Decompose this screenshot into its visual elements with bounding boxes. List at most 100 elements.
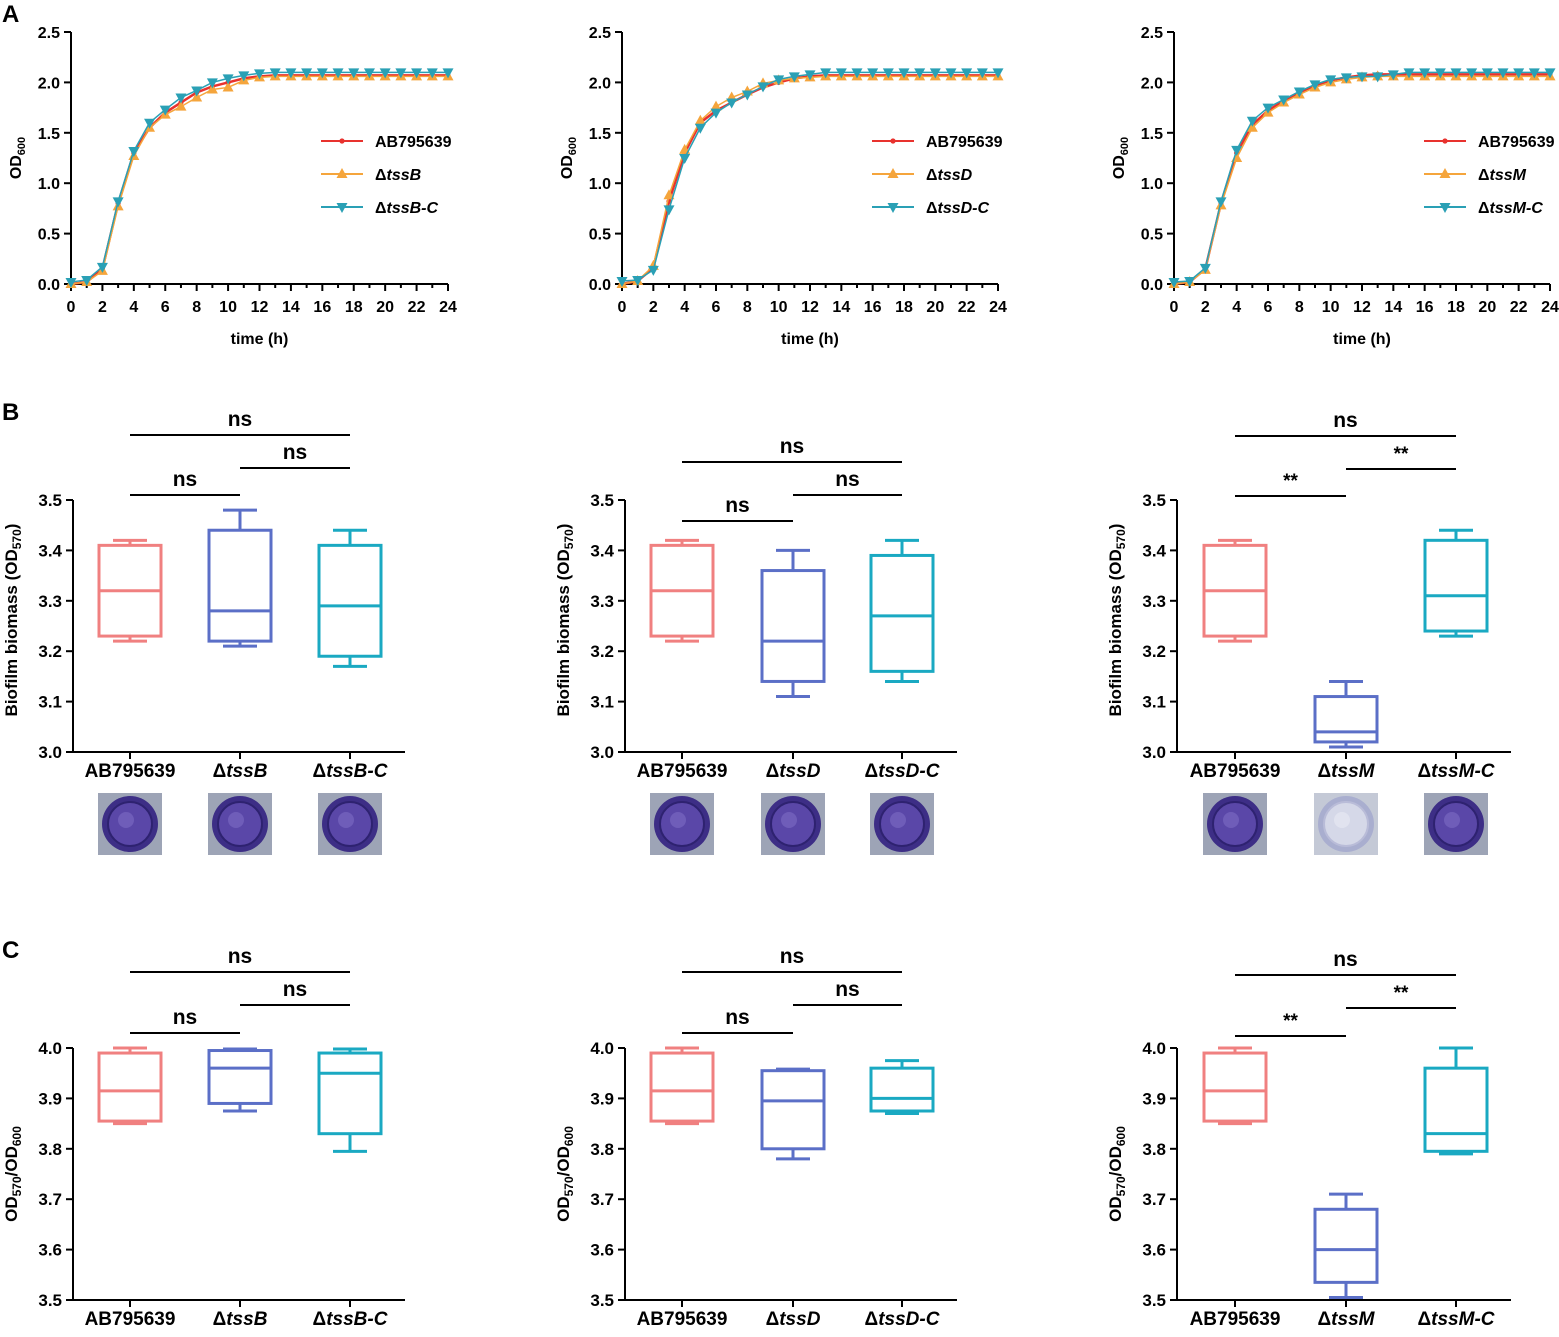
box-ΔtssM-C xyxy=(1423,1046,1489,1307)
box-AB795639 xyxy=(97,1046,163,1307)
well-highlight xyxy=(670,812,686,828)
y-tick-label: 2.0 xyxy=(589,75,611,92)
x-tick-label: 2 xyxy=(1201,299,1210,316)
box-ΔtssM xyxy=(1313,679,1379,759)
legend-marker xyxy=(890,138,896,144)
data-point xyxy=(81,275,93,286)
box-AB795639 xyxy=(649,1046,715,1307)
line-chart-A3: 0.00.51.01.52.02.50 2 4 6 8 10 12 14 16 18 20 22 24t… xyxy=(1111,25,1559,348)
category-label: AB795639 xyxy=(637,1309,728,1330)
data-point xyxy=(679,154,691,164)
x-tick-label: 22 xyxy=(958,299,976,316)
data-point xyxy=(222,81,234,92)
y-tick-label: 3.8 xyxy=(1142,1140,1166,1159)
x-axis-label: time (h) xyxy=(1333,331,1391,348)
category-label: ΔtssM-C xyxy=(1418,1309,1495,1330)
category-label: AB795639 xyxy=(85,1309,176,1330)
box-iqr xyxy=(97,1051,163,1123)
data-point xyxy=(206,78,218,89)
well-highlight xyxy=(228,812,244,828)
box-iqr xyxy=(207,1049,273,1105)
x-tick-label: 16 xyxy=(313,299,331,316)
data-point xyxy=(269,68,281,79)
x-tick-label: 24 xyxy=(989,299,1007,316)
y-axis-label: OD570/OD600 xyxy=(554,1126,576,1222)
y-tick-label: 0.5 xyxy=(38,227,60,244)
box-iqr xyxy=(1313,1207,1379,1284)
data-point xyxy=(945,68,957,79)
x-tick-label: 0 xyxy=(618,299,627,316)
box-ΔtssD xyxy=(760,548,826,759)
series-ΔtssB-C xyxy=(65,68,454,288)
significance-bracket: ns xyxy=(130,1006,240,1034)
y-tick-label: 4.0 xyxy=(1142,1039,1166,1058)
data-point xyxy=(710,108,722,119)
y-tick-label: 3.4 xyxy=(590,541,614,560)
data-point xyxy=(632,275,644,286)
data-point xyxy=(1293,87,1305,98)
significance-label: ns xyxy=(780,435,805,458)
data-point xyxy=(301,68,313,79)
box-ΔtssM-C xyxy=(1423,528,1489,759)
box-ΔtssM xyxy=(1313,1192,1379,1307)
significance-bracket: ns xyxy=(682,945,902,973)
data-point xyxy=(112,197,124,208)
y-tick-label: 3.4 xyxy=(1142,541,1166,560)
box-chart-B1: 3.0 3.1 3.2 3.3 3.4 3.5 Biofilm biomass (OD570… xyxy=(2,408,405,855)
y-axis-label: OD570/OD600 xyxy=(2,1126,24,1222)
box-iqr xyxy=(317,543,383,658)
series-ΔtssD-C xyxy=(616,68,1004,287)
category-label: ΔtssB-C xyxy=(313,1309,388,1330)
box-ΔtssD-C xyxy=(869,538,935,759)
significance-label: ns xyxy=(1333,409,1358,432)
y-tick-label: 3.1 xyxy=(1142,693,1166,712)
legend-label: ΔtssB-C xyxy=(375,200,439,217)
data-point xyxy=(757,82,769,93)
x-tick-label: 8 xyxy=(1295,299,1304,316)
y-tick-label: 1.5 xyxy=(1141,126,1163,143)
legend-label: ΔtssD-C xyxy=(926,200,990,217)
well-highlight xyxy=(890,812,906,828)
x-tick-label: 22 xyxy=(408,299,426,316)
y-tick-label: 4.0 xyxy=(590,1039,614,1058)
data-point xyxy=(1544,68,1556,79)
y-tick-label: 3.2 xyxy=(1142,642,1166,661)
box-ΔtssB-C xyxy=(317,528,383,759)
legend-label: AB795639 xyxy=(375,134,452,151)
x-tick-label: 2 xyxy=(649,299,658,316)
category-label: ΔtssD-C xyxy=(865,761,940,782)
y-tick-label: 3.0 xyxy=(590,743,614,762)
data-point xyxy=(191,86,203,97)
data-point xyxy=(206,83,218,94)
category-label: ΔtssB xyxy=(213,761,268,782)
x-tick-label: 20 xyxy=(376,299,394,316)
data-point xyxy=(1262,103,1274,114)
box-ΔtssB-C xyxy=(317,1047,383,1307)
significance-bracket: ns xyxy=(1235,409,1456,437)
category-label: ΔtssM xyxy=(1318,1309,1376,1330)
significance-label: ns xyxy=(780,945,805,968)
y-tick-label: 0.0 xyxy=(589,277,611,294)
y-tick-label: 3.3 xyxy=(590,592,614,611)
y-tick-label: 3.6 xyxy=(38,1241,62,1260)
data-point xyxy=(254,69,265,80)
x-tick-label: 12 xyxy=(251,299,269,316)
category-label: ΔtssB xyxy=(213,1309,268,1330)
y-tick-label: 3.2 xyxy=(38,642,62,661)
significance-bracket: ns xyxy=(682,1006,793,1034)
data-point xyxy=(1466,68,1478,79)
legend-marker xyxy=(1439,168,1451,178)
y-tick-label: 3.0 xyxy=(1142,743,1166,762)
data-point xyxy=(1403,68,1415,79)
box-AB795639 xyxy=(1202,538,1268,759)
x-tick-label: 14 xyxy=(1384,299,1402,316)
x-tick-label: 12 xyxy=(1353,299,1371,316)
category-label: ΔtssD xyxy=(766,761,821,782)
significance-label: ns xyxy=(173,468,198,491)
legend-marker xyxy=(1439,203,1451,213)
line-chart-A2: 0.00.51.01.52.02.50 2 4 6 8 10 12 14 16 18 20 22 24t… xyxy=(559,25,1007,348)
x-tick-label: 16 xyxy=(864,299,882,316)
y-tick-label: 0.5 xyxy=(1141,227,1163,244)
biofilm-well-image xyxy=(98,793,162,855)
y-tick-label: 3.1 xyxy=(38,693,62,712)
